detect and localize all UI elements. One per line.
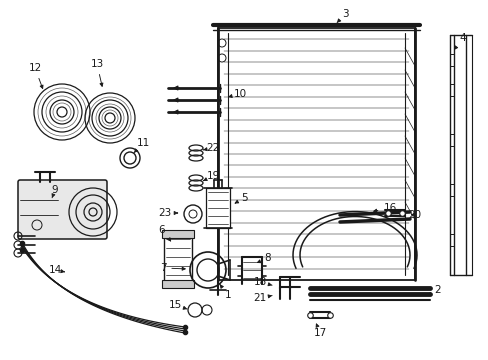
Text: 7: 7 xyxy=(160,263,185,273)
Text: 13: 13 xyxy=(90,59,103,86)
Text: 12: 12 xyxy=(28,63,43,89)
Text: 4: 4 xyxy=(454,33,466,49)
Bar xyxy=(162,230,194,238)
Bar xyxy=(218,28,414,280)
Text: 15: 15 xyxy=(168,300,187,310)
Text: 19: 19 xyxy=(203,171,219,181)
Text: 6: 6 xyxy=(159,225,170,241)
Text: 18: 18 xyxy=(253,277,271,287)
Bar xyxy=(220,82,240,118)
Text: 23: 23 xyxy=(158,208,177,218)
Text: 21: 21 xyxy=(253,293,272,303)
FancyBboxPatch shape xyxy=(18,180,107,239)
Text: 22: 22 xyxy=(203,143,219,153)
Text: 14: 14 xyxy=(48,265,64,275)
Text: 10: 10 xyxy=(228,89,246,99)
Bar xyxy=(205,188,229,228)
Text: 20: 20 xyxy=(407,210,421,220)
Text: 2: 2 xyxy=(427,285,440,295)
Text: 8: 8 xyxy=(257,253,271,263)
Text: 1: 1 xyxy=(220,285,231,300)
Text: 5: 5 xyxy=(235,193,247,203)
Text: 17: 17 xyxy=(313,324,326,338)
Text: 11: 11 xyxy=(134,138,149,153)
Text: 3: 3 xyxy=(336,9,347,23)
Text: 9: 9 xyxy=(52,185,58,198)
Bar xyxy=(162,280,194,288)
Text: 16: 16 xyxy=(373,203,396,213)
Bar xyxy=(163,234,192,284)
